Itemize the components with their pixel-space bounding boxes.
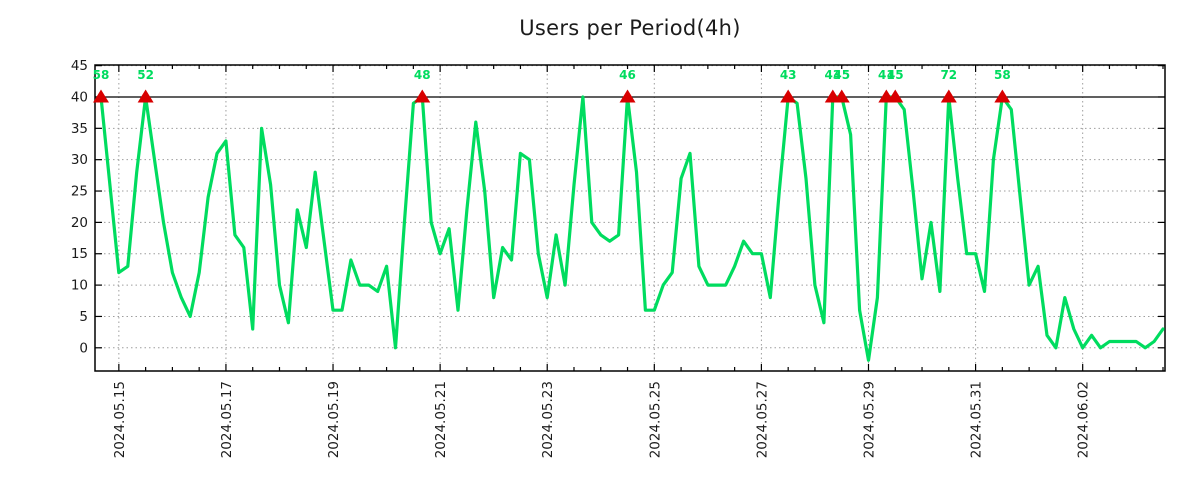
x-tick-label: 2024.05.15 xyxy=(112,381,128,458)
peak-marker-triangle xyxy=(994,89,1011,103)
x-tick-label: 2024.05.29 xyxy=(861,381,877,458)
x-tick-label: 2024.05.25 xyxy=(647,381,663,458)
peak-marker-triangle xyxy=(137,89,154,103)
x-tick-label: 2024.05.23 xyxy=(540,381,556,458)
peak-value-label: 58 xyxy=(93,68,110,82)
y-tick-label: 15 xyxy=(71,246,88,262)
y-tick-label: 25 xyxy=(71,184,88,200)
y-tick-label: 35 xyxy=(71,121,88,137)
x-tick-label: 2024.06.02 xyxy=(1076,381,1092,458)
y-tick-label: 45 xyxy=(71,58,88,74)
peak-value-label: 45 xyxy=(887,68,904,82)
plot-border xyxy=(94,64,1166,372)
peak-marker-triangle xyxy=(414,89,431,103)
peak-value-label: 52 xyxy=(137,68,154,82)
x-tick-label: 2024.05.31 xyxy=(969,381,985,458)
x-tick-label: 2024.05.21 xyxy=(433,381,449,458)
x-tick-label: 2024.05.27 xyxy=(754,381,770,458)
peak-value-label: 58 xyxy=(994,68,1011,82)
x-tick-label: 2024.05.19 xyxy=(326,381,342,458)
peak-marker-triangle xyxy=(887,89,904,103)
peak-value-label: 41 xyxy=(878,68,895,82)
y-tick-label: 5 xyxy=(79,309,88,325)
peak-value-label: 43 xyxy=(824,68,841,82)
chart-title: Users per Period(4h) xyxy=(519,16,741,40)
y-tick-label: 30 xyxy=(71,152,88,168)
y-tick-label: 0 xyxy=(79,340,88,356)
peak-marker-triangle xyxy=(780,89,797,103)
peak-marker-triangle xyxy=(833,89,850,103)
series-line xyxy=(99,95,1165,362)
peak-marker-triangle xyxy=(619,89,636,103)
peak-value-label: 45 xyxy=(833,68,850,82)
peak-value-label: 48 xyxy=(414,68,431,82)
peak-value-label: 46 xyxy=(619,68,636,82)
peak-value-label: 72 xyxy=(940,68,957,82)
peak-marker-triangle xyxy=(940,89,957,103)
y-tick-label: 20 xyxy=(71,215,88,231)
y-tick-label: 40 xyxy=(71,89,88,105)
x-tick-label: 2024.05.17 xyxy=(219,381,235,458)
y-tick-label: 10 xyxy=(71,278,88,294)
peak-value-label: 43 xyxy=(780,68,797,82)
peak-marker-triangle xyxy=(93,89,109,103)
